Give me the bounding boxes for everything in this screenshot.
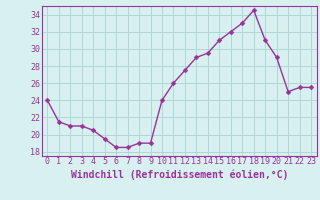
- X-axis label: Windchill (Refroidissement éolien,°C): Windchill (Refroidissement éolien,°C): [70, 169, 288, 180]
